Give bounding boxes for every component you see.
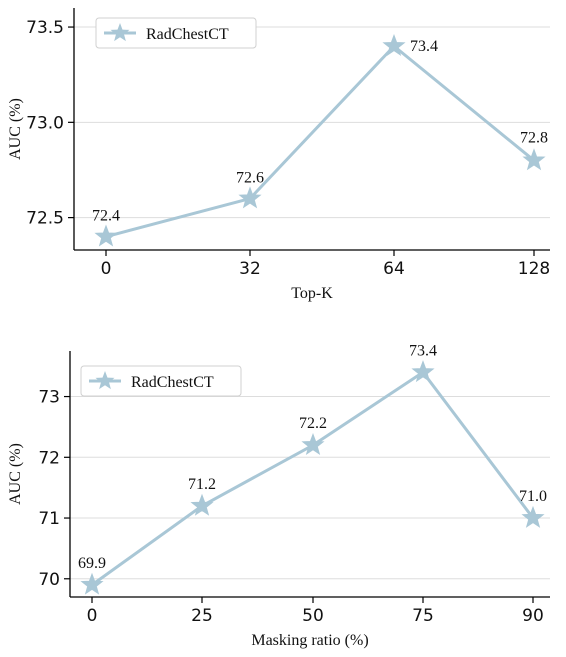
data-label: 71.0 (519, 488, 547, 505)
x-tick-label: 25 (191, 606, 213, 626)
data-label: 72.4 (92, 208, 120, 225)
data-point-star (94, 224, 118, 247)
data-point-star (190, 493, 214, 516)
chart-top-k: 72.5 73.0 73.5 0 32 64 128 Top-K AUC (%) 72.4 72.6… (7, 8, 550, 302)
x-tick-label: 32 (239, 259, 261, 279)
x-axis-title: Masking ratio (%) (251, 632, 368, 649)
data-label: 72.2 (299, 415, 327, 432)
legend-label: RadChestCT (131, 374, 214, 391)
legend-star-icon (110, 23, 130, 42)
series-line (91, 370, 535, 587)
data-label: 69.9 (78, 555, 106, 572)
y-axis-title: AUC (%) (7, 98, 24, 160)
data-point-star (238, 186, 262, 209)
data-point-star (522, 148, 546, 171)
x-tick-label: 0 (101, 259, 112, 279)
series-line (105, 44, 535, 239)
legend-box (95, 17, 257, 49)
data-point-star (382, 33, 406, 56)
data-point-star (80, 572, 104, 595)
y-tick-label: 73 (38, 388, 60, 408)
y-tick-label: 72.5 (26, 209, 64, 229)
x-tick-label: 64 (383, 259, 405, 279)
x-tick-label: 0 (87, 606, 98, 626)
x-tick-label: 90 (522, 606, 544, 626)
y-tick-label: 70 (38, 570, 60, 590)
legend-star-icon (95, 371, 115, 390)
y-tick-label: 72 (38, 448, 60, 468)
data-point-star (521, 505, 545, 528)
x-tick-label: 50 (302, 606, 324, 626)
y-axis-title: AUC (%) (7, 443, 24, 505)
data-label: 72.8 (520, 129, 548, 146)
x-tick-label: 128 (518, 259, 550, 279)
y-tick-label: 73.0 (26, 113, 64, 133)
data-label: 72.6 (236, 170, 264, 187)
data-label: 71.2 (188, 476, 216, 493)
y-tick-label: 73.5 (26, 18, 64, 38)
data-point-star (301, 432, 325, 455)
y-tick-label: 71 (38, 509, 60, 529)
legend-box (80, 365, 242, 397)
data-label: 73.4 (410, 38, 438, 55)
legend-label: RadChestCT (146, 26, 229, 43)
x-tick-label: 75 (412, 606, 434, 626)
chart-masking-ratio: 70 71 72 73 0 25 50 75 90 Masking ratio (%) AUC (%… (7, 342, 550, 649)
x-axis-title: Top-K (291, 285, 333, 302)
data-point-star (411, 360, 435, 383)
data-label: 73.4 (409, 342, 437, 359)
